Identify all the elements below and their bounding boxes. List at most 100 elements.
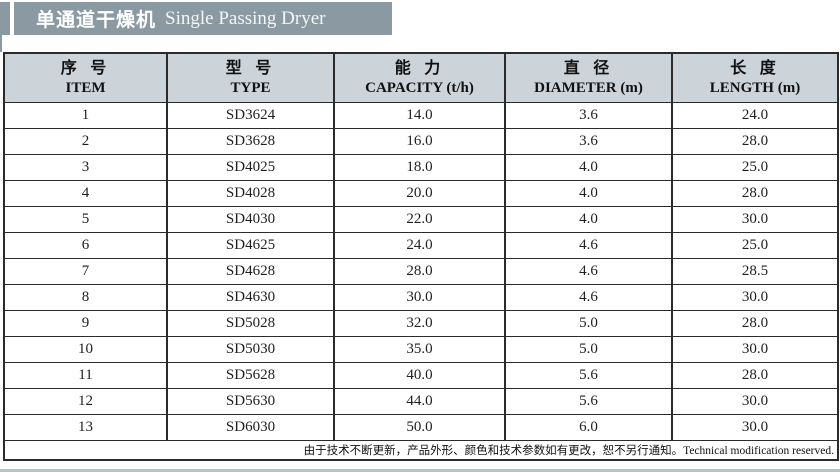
table-cell: 24.0: [333, 232, 506, 259]
table-cell: 3.6: [504, 128, 673, 155]
table-cell: SD5628: [166, 362, 335, 389]
table-cell: SD5028: [166, 310, 335, 337]
table-cell: SD4630: [166, 284, 335, 311]
table-head: 序 号 ITEM 型 号 TYPE 能 力 CAPACITY (t/h) 直 径 DIAMET…: [3, 52, 839, 103]
table-row: 12 SD5630 44.0 5.6 30.0: [3, 388, 839, 415]
table-cell: 5.0: [504, 310, 673, 337]
table-foot: 由于技术不断更新，产品外形、颜色和技术参数如有更改，恕不另行通知。Technic…: [3, 440, 839, 461]
table-row: 1 SD3624 14.0 3.6 24.0: [3, 102, 839, 129]
column-header-zh: 序 号: [60, 58, 111, 77]
column-header-en: LENGTH (m): [709, 80, 801, 96]
table-cell: 2: [3, 128, 168, 155]
table-row: 9 SD5028 32.0 5.0 28.0: [3, 310, 839, 337]
table-cell: 25.0: [671, 154, 839, 181]
table-cell: 8: [3, 284, 168, 311]
table-cell: 24.0: [671, 102, 839, 129]
column-header: 能 力 CAPACITY (t/h): [333, 52, 506, 103]
table-cell: 25.0: [671, 232, 839, 259]
table-row: 5 SD4030 22.0 4.0 30.0: [3, 206, 839, 233]
page-title-zh: 单通道干燥机: [36, 9, 157, 31]
table-cell: 7: [3, 258, 168, 285]
table-cell: 40.0: [333, 362, 506, 389]
table-row: 8 SD4630 30.0 4.6 30.0: [3, 284, 839, 311]
table-cell: 5.6: [504, 362, 673, 389]
table-cell: 32.0: [333, 310, 506, 337]
table-cell: 10: [3, 336, 168, 363]
column-header-en: DIAMETER (m): [534, 80, 643, 96]
table-row: 11 SD5628 40.0 5.6 28.0: [3, 362, 839, 389]
table-row: 13 SD6030 50.0 6.0 30.0: [3, 414, 839, 441]
table-cell: 28.0: [671, 180, 839, 207]
table-cell: 4.6: [504, 284, 673, 311]
title-accent-bar: [0, 2, 10, 35]
table-cell: 4.6: [504, 258, 673, 285]
table-cell: 35.0: [333, 336, 506, 363]
footer-row: 由于技术不断更新，产品外形、颜色和技术参数如有更改，恕不另行通知。Technic…: [3, 440, 839, 461]
table-cell: 14.0: [333, 102, 506, 129]
table-cell: 13: [3, 414, 168, 441]
table-cell: SD4030: [166, 206, 335, 233]
table-cell: 22.0: [333, 206, 506, 233]
table-cell: 6: [3, 232, 168, 259]
table-cell: SD4625: [166, 232, 335, 259]
column-header: 直 径 DIAMETER (m): [504, 52, 673, 103]
table-cell: 30.0: [671, 388, 839, 415]
column-header-en: TYPE: [230, 80, 271, 96]
table-row: 6 SD4625 24.0 4.6 25.0: [3, 232, 839, 259]
table-cell: 12: [3, 388, 168, 415]
page-title: 单通道干燥机 Single Passing Dryer: [14, 2, 392, 35]
table-cell: SD5630: [166, 388, 335, 415]
column-header-en: CAPACITY (t/h): [365, 80, 474, 96]
table-row: 10 SD5030 35.0 5.0 30.0: [3, 336, 839, 363]
table-cell: 30.0: [671, 206, 839, 233]
column-header-zh: 长 度: [730, 58, 780, 77]
table-cell: 4: [3, 180, 168, 207]
table-body: 1 SD3624 14.0 3.6 24.0 2 SD3628 16.0 3.6 28.0 3 SD4…: [3, 102, 839, 441]
table-cell: 50.0: [333, 414, 506, 441]
table-cell: 5.0: [504, 336, 673, 363]
column-header-en: ITEM: [65, 80, 106, 96]
table-cell: 16.0: [333, 128, 506, 155]
table-header-row: 序 号 ITEM 型 号 TYPE 能 力 CAPACITY (t/h) 直 径 DIAMET…: [3, 52, 839, 103]
table-row: 4 SD4028 20.0 4.0 28.0: [3, 180, 839, 207]
table-cell: 6.0: [504, 414, 673, 441]
table-cell: SD4028: [166, 180, 335, 207]
table-cell: 9: [3, 310, 168, 337]
column-header-zh: 型 号: [225, 58, 276, 77]
table-cell: 28.0: [671, 128, 839, 155]
title-accent-tail: [0, 35, 2, 52]
table-cell: 4.0: [504, 154, 673, 181]
column-header-zh: 能 力: [394, 58, 445, 77]
table-cell: 28.5: [671, 258, 839, 285]
table-cell: SD5030: [166, 336, 335, 363]
column-header: 型 号 TYPE: [166, 52, 335, 103]
page-title-en: Single Passing Dryer: [165, 7, 326, 29]
table-cell: 44.0: [333, 388, 506, 415]
table-cell: 18.0: [333, 154, 506, 181]
table-row: 3 SD4025 18.0 4.0 25.0: [3, 154, 839, 181]
table-cell: 28.0: [671, 362, 839, 389]
table-cell: 4.0: [504, 180, 673, 207]
column-header-zh: 直 径: [563, 58, 614, 77]
column-header: 长 度 LENGTH (m): [671, 52, 839, 103]
table-cell: 4.6: [504, 232, 673, 259]
table-cell: 30.0: [671, 414, 839, 441]
table-cell: 4.0: [504, 206, 673, 233]
table-row: 2 SD3628 16.0 3.6 28.0: [3, 128, 839, 155]
table-cell: SD4025: [166, 154, 335, 181]
table-cell: 5.6: [504, 388, 673, 415]
table-cell: 20.0: [333, 180, 506, 207]
table-cell: 30.0: [671, 284, 839, 311]
table-cell: 30.0: [333, 284, 506, 311]
table-cell: 3.6: [504, 102, 673, 129]
table-cell: 28.0: [671, 310, 839, 337]
table-cell: 11: [3, 362, 168, 389]
table-cell: SD6030: [166, 414, 335, 441]
table-cell: 5: [3, 206, 168, 233]
footer-note: 由于技术不断更新，产品外形、颜色和技术参数如有更改，恕不另行通知。Technic…: [3, 440, 839, 461]
table-row: 7 SD4628 28.0 4.6 28.5: [3, 258, 839, 285]
table-cell: SD4628: [166, 258, 335, 285]
table-cell: SD3624: [166, 102, 335, 129]
table-cell: 1: [3, 102, 168, 129]
